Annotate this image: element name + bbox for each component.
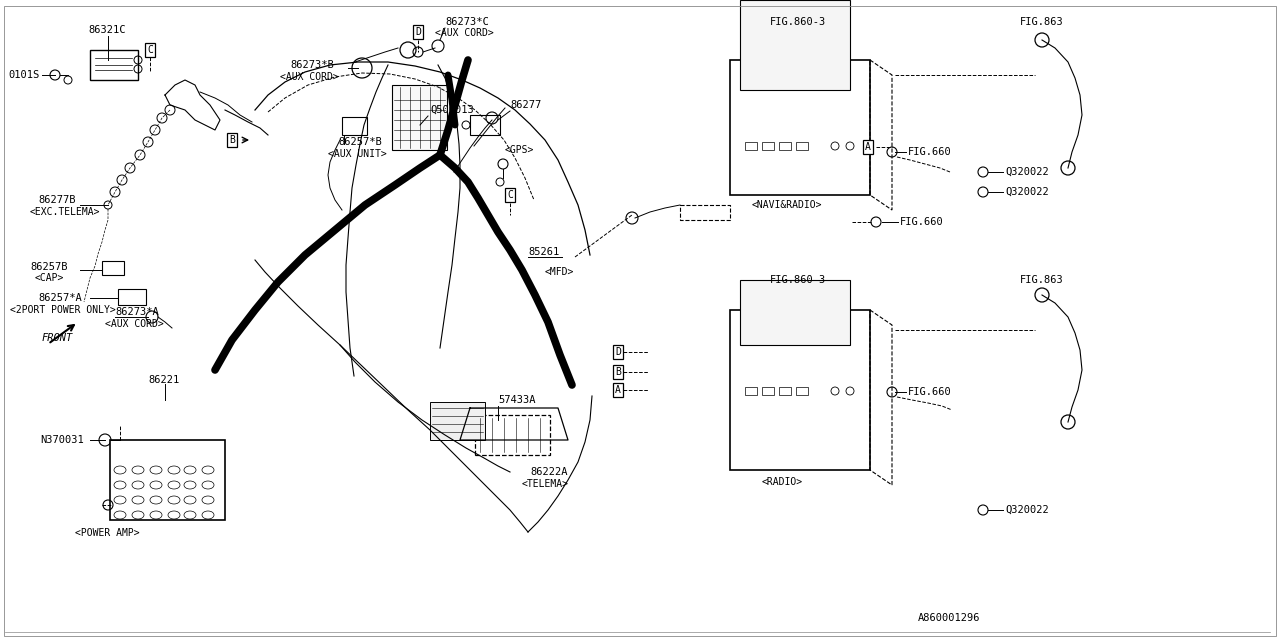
- Text: <AUX UNIT>: <AUX UNIT>: [328, 149, 387, 159]
- Text: 0101S: 0101S: [8, 70, 40, 80]
- Text: 86221: 86221: [148, 375, 179, 385]
- FancyBboxPatch shape: [780, 142, 791, 150]
- Text: <EXC.TELEMA>: <EXC.TELEMA>: [29, 207, 101, 217]
- Text: 86277B: 86277B: [38, 195, 76, 205]
- Text: FIG.660: FIG.660: [908, 387, 952, 397]
- FancyBboxPatch shape: [475, 415, 550, 455]
- Text: <GPS>: <GPS>: [506, 145, 534, 155]
- Text: C: C: [147, 45, 152, 55]
- Text: 86273*B: 86273*B: [291, 60, 334, 70]
- Text: <CAP>: <CAP>: [35, 273, 64, 283]
- FancyBboxPatch shape: [740, 280, 850, 345]
- Text: Q320022: Q320022: [1005, 187, 1048, 197]
- FancyBboxPatch shape: [118, 289, 146, 305]
- FancyBboxPatch shape: [796, 387, 808, 395]
- FancyBboxPatch shape: [102, 261, 124, 275]
- Text: 86277: 86277: [509, 100, 541, 110]
- FancyBboxPatch shape: [342, 117, 367, 135]
- Text: B: B: [229, 135, 236, 145]
- Text: <2PORT POWER ONLY>: <2PORT POWER ONLY>: [10, 305, 115, 315]
- Text: C: C: [507, 190, 513, 200]
- Text: <RADIO>: <RADIO>: [762, 477, 803, 487]
- Text: <TELEMA>: <TELEMA>: [522, 479, 570, 489]
- FancyBboxPatch shape: [740, 0, 850, 90]
- Text: 86257B: 86257B: [29, 262, 68, 272]
- Text: <AUX CORD>: <AUX CORD>: [105, 319, 164, 329]
- FancyBboxPatch shape: [796, 142, 808, 150]
- Text: FIG.863: FIG.863: [1020, 275, 1064, 285]
- Text: <MFD>: <MFD>: [545, 267, 575, 277]
- Text: FIG.863: FIG.863: [1020, 17, 1064, 27]
- Text: 86273*C: 86273*C: [445, 17, 489, 27]
- Text: 57433A: 57433A: [498, 395, 535, 405]
- Text: D: D: [415, 27, 421, 37]
- FancyBboxPatch shape: [745, 142, 756, 150]
- FancyBboxPatch shape: [392, 85, 447, 150]
- Text: <NAVI&RADIO>: <NAVI&RADIO>: [753, 200, 823, 210]
- Text: <POWER AMP>: <POWER AMP>: [76, 528, 140, 538]
- Text: FIG.660: FIG.660: [900, 217, 943, 227]
- FancyBboxPatch shape: [745, 387, 756, 395]
- Text: FIG.660: FIG.660: [908, 147, 952, 157]
- FancyBboxPatch shape: [110, 440, 225, 520]
- Text: A: A: [616, 385, 621, 395]
- Text: 85261: 85261: [529, 247, 559, 257]
- Text: A860001296: A860001296: [918, 613, 980, 623]
- Text: <AUX CORD>: <AUX CORD>: [435, 28, 494, 38]
- FancyBboxPatch shape: [470, 115, 500, 135]
- FancyBboxPatch shape: [90, 50, 138, 80]
- Text: 86257*B: 86257*B: [338, 137, 381, 147]
- Text: N370031: N370031: [40, 435, 83, 445]
- Text: FRONT: FRONT: [42, 333, 73, 343]
- Text: <AUX CORD>: <AUX CORD>: [280, 72, 339, 82]
- FancyBboxPatch shape: [780, 387, 791, 395]
- Text: Q320022: Q320022: [1005, 167, 1048, 177]
- Text: A: A: [865, 142, 870, 152]
- Text: 86273*A: 86273*A: [115, 307, 159, 317]
- Text: D: D: [616, 347, 621, 357]
- Text: FIG.860-3: FIG.860-3: [771, 275, 827, 285]
- Text: 86321C: 86321C: [88, 25, 125, 35]
- FancyBboxPatch shape: [762, 387, 774, 395]
- Text: 86222A: 86222A: [530, 467, 567, 477]
- Text: Q320022: Q320022: [1005, 505, 1048, 515]
- Text: Q500013: Q500013: [430, 105, 474, 115]
- Text: FIG.860-3: FIG.860-3: [771, 17, 827, 27]
- Text: B: B: [616, 367, 621, 377]
- FancyBboxPatch shape: [762, 142, 774, 150]
- FancyBboxPatch shape: [430, 402, 485, 440]
- Text: 86257*A: 86257*A: [38, 293, 82, 303]
